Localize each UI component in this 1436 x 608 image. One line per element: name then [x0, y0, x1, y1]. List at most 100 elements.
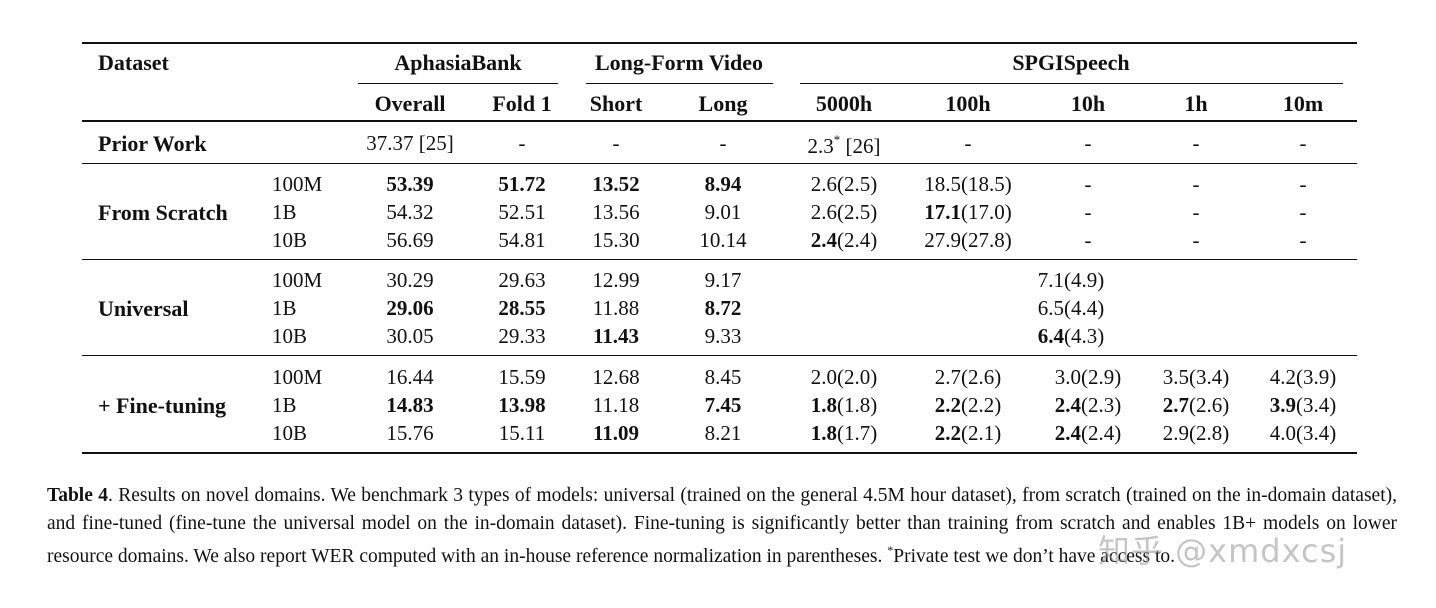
finetune-cell-1b-6: 2.4(2.3): [1054, 393, 1122, 417]
finetune-cell-100m-6: 3.0(2.9): [1054, 365, 1122, 389]
prior-overall: 37.37 [25]: [366, 131, 454, 155]
scratch-size-1b: 1B: [272, 200, 297, 224]
caption-text: . Results on novel domains. We benchmark…: [47, 485, 1397, 567]
finetune-cell-10b-4: 1.8(1.7): [810, 421, 878, 445]
finetune-cell-1b-5: 2.2(2.2): [934, 393, 1002, 417]
universal-cell-1b-4: 6.5(4.4): [1037, 296, 1105, 320]
prior-5000h-ref: [26]: [845, 134, 881, 158]
col-header-1h: 1h: [1184, 91, 1208, 116]
col-header-overall: Overall: [374, 91, 446, 116]
caption-label: Table 4: [47, 485, 108, 506]
universal-size-10b: 10B: [272, 324, 308, 348]
table-bottom-rule: [82, 452, 1357, 454]
prior-long: -: [719, 131, 727, 155]
finetune-cell-100m-8: 4.2(3.9): [1269, 365, 1337, 389]
scratch-cell-10b-2: 15.30: [592, 228, 640, 252]
scratch-bottom-rule: [82, 259, 1357, 260]
universal-cell-10b-0: 30.05: [386, 324, 434, 348]
col-header-100h: 100h: [945, 91, 991, 116]
universal-cell-100m-3: 9.17: [704, 268, 742, 292]
from-scratch-label: From Scratch: [98, 200, 228, 225]
spgispeech-header: SPGISpeech: [1012, 50, 1130, 75]
prior-100h: -: [964, 131, 972, 155]
scratch-size-100m: 100M: [272, 172, 323, 196]
finetune-cell-10b-3: 8.21: [704, 421, 742, 445]
table-top-rule: [82, 42, 1357, 44]
universal-cell-1b-0: 29.06: [386, 296, 434, 320]
finetune-cell-1b-4: 1.8(1.8): [810, 393, 878, 417]
scratch-cell-10b-0: 56.69: [386, 228, 434, 252]
col-header-long: Long: [698, 91, 748, 116]
prior-5000h: 2.3* [26]: [808, 133, 881, 157]
finetune-cell-100m-1: 15.59: [498, 365, 546, 389]
finetune-cell-100m-2: 12.68: [592, 365, 640, 389]
scratch-cell-100m-8: -: [1299, 172, 1307, 196]
col-header-fold1: Fold 1: [492, 91, 552, 116]
aphasiabank-header: AphasiaBank: [394, 50, 522, 75]
scratch-cell-1b-0: 54.32: [386, 200, 434, 224]
caption-footnote-mark: *: [887, 543, 894, 557]
prior-1h: -: [1192, 131, 1200, 155]
universal-cell-1b-1: 28.55: [498, 296, 546, 320]
scratch-cell-1b-8: -: [1299, 200, 1307, 224]
prior-5000h-footnote-mark: *: [833, 132, 841, 147]
aphasia-group-rule: [358, 83, 558, 84]
watermark: 知乎 @xmdxcsj: [1098, 532, 1348, 570]
fine-tuning-label: + Fine-tuning: [98, 393, 227, 418]
universal-label: Universal: [98, 296, 189, 321]
scratch-cell-100m-0: 53.39: [386, 172, 434, 196]
longform-header: Long-Form Video: [594, 50, 764, 75]
finetune-cell-1b-7: 2.7(2.6): [1162, 393, 1230, 417]
scratch-cell-100m-1: 51.72: [498, 172, 546, 196]
finetune-cell-1b-3: 7.45: [704, 393, 742, 417]
universal-cell-100m-0: 30.29: [386, 268, 434, 292]
prior-work-bottom-rule: [82, 163, 1357, 164]
universal-cell-10b-4: 6.4(4.3): [1037, 324, 1105, 348]
finetune-cell-100m-0: 16.44: [386, 365, 434, 389]
finetune-cell-10b-2: 11.09: [592, 421, 640, 445]
scratch-cell-100m-6: -: [1084, 172, 1092, 196]
table-caption: Table 4. Results on novel domains. We be…: [47, 482, 1397, 571]
universal-cell-10b-3: 9.33: [704, 324, 742, 348]
scratch-cell-1b-3: 9.01: [704, 200, 742, 224]
scratch-cell-100m-3: 8.94: [704, 172, 742, 196]
finetune-cell-10b-7: 2.9(2.8): [1162, 421, 1230, 445]
universal-cell-100m-2: 12.99: [592, 268, 640, 292]
finetune-size-10b: 10B: [272, 421, 308, 445]
finetune-cell-10b-5: 2.2(2.1): [934, 421, 1002, 445]
finetune-cell-10b-8: 4.0(3.4): [1269, 421, 1337, 445]
universal-cell-10b-2: 11.43: [592, 324, 640, 348]
scratch-cell-1b-4: 2.6(2.5): [810, 200, 878, 224]
finetune-cell-100m-7: 3.5(3.4): [1162, 365, 1230, 389]
finetune-cell-1b-0: 14.83: [386, 393, 434, 417]
scratch-cell-100m-7: -: [1192, 172, 1200, 196]
scratch-cell-10b-8: -: [1299, 228, 1307, 252]
scratch-cell-1b-1: 52.51: [498, 200, 546, 224]
prior-fold1: -: [518, 131, 526, 155]
col-header-10h: 10h: [1070, 91, 1106, 116]
prior-5000h-value: 2.3: [807, 134, 834, 158]
col-header-10m: 10m: [1282, 91, 1324, 116]
longform-group-rule: [586, 83, 773, 84]
universal-cell-1b-3: 8.72: [704, 296, 742, 320]
finetune-cell-10b-1: 15.11: [498, 421, 546, 445]
finetune-cell-100m-5: 2.7(2.6): [934, 365, 1002, 389]
spgi-group-rule: [800, 83, 1343, 84]
finetune-cell-100m-3: 8.45: [704, 365, 742, 389]
universal-cell-100m-4: 7.1(4.9): [1037, 268, 1105, 292]
finetune-size-100m: 100M: [272, 365, 323, 389]
universal-cell-100m-1: 29.63: [498, 268, 546, 292]
col-header-short: Short: [589, 91, 643, 116]
scratch-cell-1b-5: 17.1(17.0): [924, 200, 1012, 224]
universal-cell-10b-1: 29.33: [498, 324, 546, 348]
scratch-cell-100m-4: 2.6(2.5): [810, 172, 878, 196]
scratch-cell-10b-5: 27.9(27.8): [924, 228, 1012, 252]
prior-short: -: [612, 131, 620, 155]
finetune-cell-10b-0: 15.76: [386, 421, 434, 445]
prior-work-label: Prior Work: [98, 131, 207, 156]
caption-footnote: Private test we don’t have access to.: [893, 546, 1176, 567]
header-bottom-rule: [82, 120, 1357, 122]
scratch-cell-10b-1: 54.81: [498, 228, 546, 252]
scratch-cell-1b-7: -: [1192, 200, 1200, 224]
scratch-cell-10b-6: -: [1084, 228, 1092, 252]
